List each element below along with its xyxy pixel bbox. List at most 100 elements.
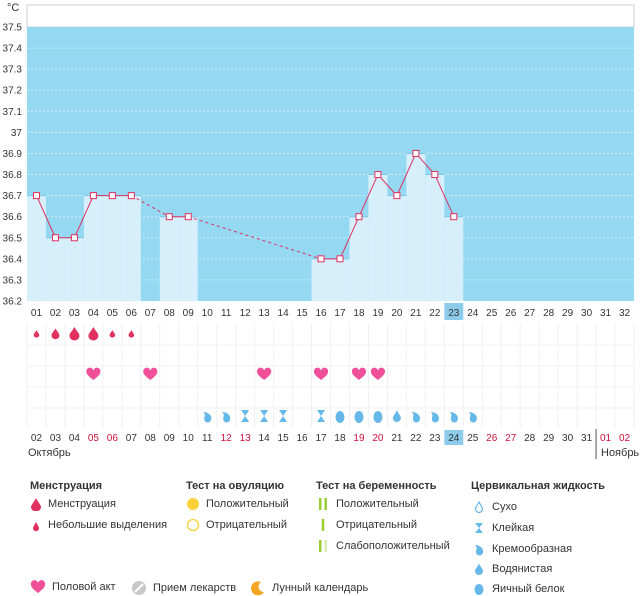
temperature-bar	[406, 153, 426, 301]
temperature-bar	[311, 258, 331, 301]
egg-drop-icon	[474, 584, 484, 595]
current-day-highlight	[444, 303, 464, 320]
temperature-bar	[102, 195, 122, 301]
moon-icon	[251, 581, 264, 596]
y-tick-label: 37.2	[3, 86, 23, 97]
date-label: 09	[164, 433, 176, 444]
chart-top-strip	[26, 4, 635, 28]
temperature-point	[70, 234, 78, 242]
legend-cervical-title: Цервикальная жидкость	[471, 480, 605, 492]
menstruation-drop-icon	[128, 330, 135, 338]
eggwhite-drop-icon	[335, 411, 345, 423]
cycle-day-label: 18	[353, 308, 365, 319]
temperature-bar	[121, 195, 141, 301]
legend-ovulation-title: Тест на овуляцию	[186, 480, 285, 492]
date-label: 02	[31, 433, 43, 444]
creamy-drop-icon	[449, 412, 458, 423]
date-label: 01	[600, 433, 612, 444]
cycle-day-label: 28	[543, 308, 555, 319]
temperature-point	[336, 255, 344, 263]
sticky-hourglass-icon	[241, 410, 250, 422]
temperature-line	[36, 195, 56, 238]
temperature-point	[51, 234, 59, 242]
date-label: 11	[202, 433, 213, 444]
date-label: 13	[240, 433, 252, 444]
date-label: 28	[524, 433, 536, 444]
drop-outline-icon	[474, 500, 484, 514]
temperature-gap-line	[188, 216, 322, 260]
temperature-bar	[159, 216, 179, 301]
watery-drop-icon	[392, 410, 401, 422]
heart-icon	[30, 580, 46, 593]
temperature-point	[450, 213, 458, 221]
cycle-day-label: 26	[505, 308, 517, 319]
heart-icon	[313, 367, 329, 380]
temperature-line	[396, 153, 417, 196]
cycle-day-label: 05	[107, 308, 119, 319]
heart-icon	[370, 367, 386, 380]
current-date-highlight	[444, 430, 464, 445]
temperature-line	[73, 195, 94, 238]
temperature-bar	[27, 195, 46, 301]
y-tick-label: 36.9	[3, 149, 23, 160]
legend-pregnancy-positive: Положительный	[316, 497, 419, 511]
temperature-point	[165, 213, 173, 221]
heart-icon	[351, 367, 367, 380]
temperature-point	[32, 192, 40, 200]
heart-icon	[86, 367, 101, 380]
y-tick-label: 37	[11, 128, 23, 139]
y-tick-label: 37.4	[3, 44, 23, 55]
creamy-drop-icon	[468, 412, 477, 423]
menstruation-drop-icon	[33, 330, 40, 338]
hourglass-icon	[475, 523, 483, 533]
temperature-bar	[368, 174, 388, 301]
temperature-point	[431, 171, 439, 179]
legend-cervical-watery: Водянистая	[472, 562, 552, 576]
temperature-line	[434, 174, 455, 217]
creamy-drop-icon	[203, 412, 212, 423]
y-tick-label: 37.3	[3, 65, 23, 76]
legend-intercourse: Половой акт	[30, 580, 116, 594]
temperature-point	[317, 255, 325, 263]
y-tick-label: 37.1	[3, 107, 23, 118]
cycle-day-label: 22	[429, 308, 441, 319]
heart-icon	[143, 367, 158, 380]
temperature-bar	[387, 195, 407, 301]
cycle-day-label: 21	[410, 308, 422, 319]
date-label: 19	[353, 433, 365, 444]
date-label: 21	[391, 433, 403, 444]
date-label: 14	[259, 433, 271, 444]
pill-icon	[132, 581, 146, 595]
cycle-day-label: 27	[524, 308, 536, 319]
cycle-day-label: 02	[50, 308, 62, 319]
date-label: 22	[410, 433, 422, 444]
date-label: 29	[543, 433, 555, 444]
temperature-point	[89, 192, 97, 200]
temperature-bar	[349, 216, 369, 301]
creamy-drop-icon	[475, 545, 484, 556]
temperature-point	[184, 213, 192, 221]
cycle-day-label: 14	[278, 308, 290, 319]
circle-filled-icon	[187, 498, 199, 510]
sticky-hourglass-icon	[317, 410, 326, 422]
temperature-line	[377, 174, 398, 196]
cycle-day-label: 29	[562, 308, 574, 319]
double-bar-icon	[319, 498, 327, 510]
creamy-drop-icon	[430, 412, 439, 423]
legend-spotting-item: Небольшие выделения	[30, 518, 167, 532]
temperature-point	[355, 213, 363, 221]
legend-cervical-dry: Сухо	[472, 500, 517, 514]
cycle-day-label: 31	[600, 308, 612, 319]
cycle-day-label: 11	[221, 308, 232, 319]
temperature-line	[415, 153, 436, 175]
date-label: 17	[315, 433, 327, 444]
date-label: 30	[562, 433, 574, 444]
y-tick-label: 36.4	[3, 254, 23, 265]
single-bar-icon	[321, 519, 325, 531]
temperature-point	[412, 149, 420, 157]
cycle-day-label: 19	[372, 308, 384, 319]
date-label: 20	[372, 433, 384, 444]
temperature-bar	[444, 216, 464, 301]
cycle-day-label: 08	[164, 308, 176, 319]
temperature-bar	[178, 216, 198, 301]
